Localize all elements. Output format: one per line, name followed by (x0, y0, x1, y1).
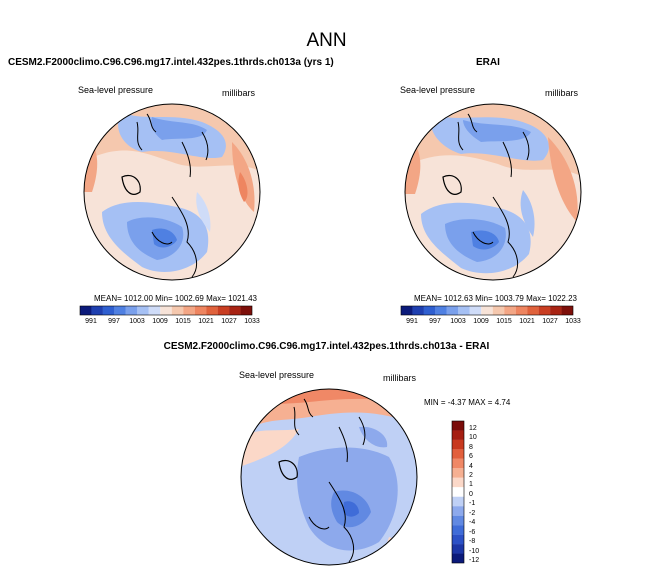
cbar3-tick-label: -1 (469, 500, 476, 507)
cbar1-tick-label: 991 (85, 318, 97, 325)
cbar3-swatch (452, 515, 464, 526)
cbar2-swatch (550, 306, 562, 315)
cbar2-swatch (423, 306, 436, 315)
cbar1-tick-label: 1033 (244, 318, 260, 325)
cbar2-swatch (412, 306, 424, 315)
panel-diff-units: millibars (383, 373, 417, 383)
panel-diff-colorbar (451, 420, 465, 564)
cbar2-swatch (401, 306, 413, 315)
cbar1-swatch (240, 306, 252, 315)
cbar3-tick-label: -4 (469, 519, 476, 526)
cbar1-tick-label: 1009 (152, 318, 168, 325)
panel-model-stats: MEAN= 1012.00 Min= 1002.69 Max= 1021.43 (94, 294, 257, 303)
panel-obs-colorbar (400, 305, 574, 316)
cbar2-tick-label: 991 (406, 318, 418, 325)
cbar2-swatch (469, 306, 482, 315)
panel-diff-stats: MIN = -4.37 MAX = 4.74 (424, 398, 511, 407)
panel-diff-title: CESM2.F2000climo.C96.C96.mg17.intel.432p… (163, 341, 490, 352)
cbar2-swatch (527, 306, 539, 315)
cbar2-tick-label: 1015 (496, 318, 512, 325)
cbar3-tick-label: 6 (469, 453, 473, 460)
cbar1-tick-label: 1003 (129, 318, 145, 325)
main-title: ANN (306, 30, 347, 51)
cbar2-tick-label: 1033 (565, 318, 581, 325)
cbar3-swatch (452, 477, 464, 488)
cbar3-tick-label: 0 (469, 491, 473, 498)
cbar3-swatch (452, 468, 464, 478)
cbar2-swatch (435, 306, 447, 315)
cbar1-tick-label: 1015 (175, 318, 191, 325)
cbar2-swatch (504, 306, 516, 315)
cbar3-swatch (452, 439, 464, 450)
cbar2-tick-label: 1021 (519, 318, 535, 325)
panel-obs-units: millibars (545, 88, 579, 98)
panel-model-map (83, 103, 261, 281)
cbar3-swatch (452, 496, 464, 507)
panel-model-title: CESM2.F2000climo.C96.C96.mg17.intel.432p… (8, 57, 334, 68)
cbar3-swatch (452, 544, 464, 554)
cbar1-swatch (183, 306, 195, 315)
cbar1-swatch (80, 306, 92, 315)
cbar2-swatch (561, 306, 573, 315)
cbar3-tick-label: 4 (469, 463, 473, 470)
cbar2-swatch (446, 306, 459, 315)
cbar2-tick-label: 1003 (450, 318, 466, 325)
cbar3-tick-label: -10 (469, 548, 480, 555)
cbar1-swatch (137, 306, 149, 315)
cbar3-swatch (452, 506, 464, 516)
cbar3-swatch (452, 421, 464, 431)
cbar1-swatch (91, 306, 103, 315)
panel-model-units: millibars (222, 88, 256, 98)
cbar1-swatch (148, 306, 161, 315)
cbar2-swatch (538, 306, 551, 315)
cbar2-swatch (458, 306, 470, 315)
cbar2-swatch (515, 306, 528, 315)
cbar3-tick-label: 2 (469, 472, 473, 479)
cbar1-swatch (171, 306, 184, 315)
cbar1-swatch (229, 306, 241, 315)
cbar1-swatch (125, 306, 138, 315)
cbar2-tick-label: 1009 (473, 318, 489, 325)
cbar1-tick-label: 997 (108, 318, 120, 325)
panel-model-variable: Sea-level pressure (78, 85, 154, 95)
cbar2-tick-label: 997 (429, 318, 441, 325)
cbar3-tick-label: 10 (469, 434, 477, 441)
cbar3-swatch (452, 525, 464, 535)
cbar3-tick-label: -12 (469, 557, 480, 564)
cbar3-tick-label: -2 (469, 510, 476, 517)
cbar3-swatch (452, 458, 464, 469)
cbar2-tick-label: 1027 (542, 318, 558, 325)
cbar3-swatch (452, 553, 464, 563)
cbar3-tick-label: -6 (469, 529, 476, 536)
cbar2-swatch (481, 306, 493, 315)
cbar3-swatch (452, 449, 464, 459)
cbar3-tick-label: 12 (469, 425, 477, 432)
cbar3-swatch (452, 430, 464, 440)
cbar1-swatch (102, 306, 115, 315)
panel-obs-map (404, 103, 582, 281)
cbar3-swatch (452, 487, 464, 497)
cbar2-swatch (492, 306, 505, 315)
cbar1-swatch (217, 306, 230, 315)
cbar3-swatch (452, 534, 464, 545)
cbar1-swatch (206, 306, 218, 315)
panel-obs-stats: MEAN= 1012.63 Min= 1003.79 Max= 1022.23 (414, 294, 577, 303)
cbar1-swatch (114, 306, 126, 315)
panel-diff-map (240, 388, 418, 566)
cbar1-swatch (194, 306, 207, 315)
cbar3-tick-label: 1 (469, 481, 473, 488)
panel-obs-title: ERAI (476, 57, 500, 68)
cbar3-tick-label: 8 (469, 444, 473, 451)
cbar1-tick-label: 1027 (221, 318, 237, 325)
cbar1-swatch (160, 306, 172, 315)
cbar1-tick-label: 1021 (198, 318, 214, 325)
panel-obs-variable: Sea-level pressure (400, 85, 476, 95)
panel-diff-variable: Sea-level pressure (239, 370, 315, 380)
cbar3-tick-label: -8 (469, 538, 476, 545)
panel-model-colorbar (79, 305, 253, 316)
